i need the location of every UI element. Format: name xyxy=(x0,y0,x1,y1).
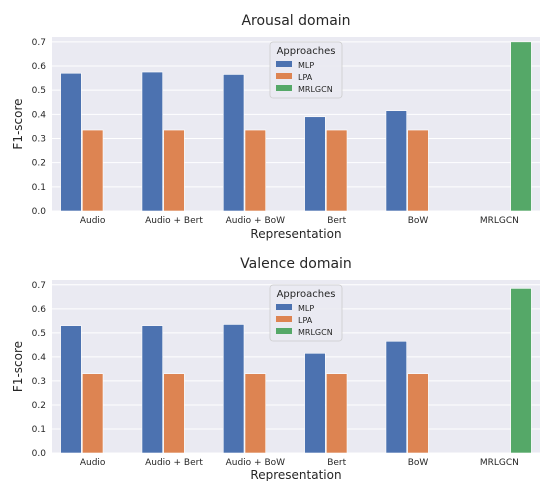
x-tick-label: MRLGCN xyxy=(480,458,519,468)
x-tick-label: Bert xyxy=(327,458,346,468)
legend-label-lpa: LPA xyxy=(298,316,313,325)
legend-label-mrlgcn: MRLGCN xyxy=(298,328,333,337)
bar-mlp-4 xyxy=(385,110,407,212)
chart-title: Arousal domain xyxy=(241,13,350,29)
legend-label-mlp: MLP xyxy=(298,304,314,313)
bar-lpa-3 xyxy=(326,129,348,212)
legend: Approaches MLP LPA MRLGCN xyxy=(269,41,343,99)
y-axis-label: F1-score xyxy=(11,341,25,392)
x-tick-label: MRLGCN xyxy=(480,216,519,226)
bar-lpa-4 xyxy=(407,373,429,454)
y-tick-label: 0.1 xyxy=(32,425,46,435)
legend-title: Approaches xyxy=(277,46,336,57)
legend: Approaches MLP LPA MRLGCN xyxy=(269,284,343,342)
bar-mlp-2 xyxy=(223,324,245,454)
y-tick-label: 0.3 xyxy=(32,135,46,145)
x-tick-label: Audio + Bert xyxy=(145,458,203,468)
y-tick-label: 0.2 xyxy=(32,401,46,411)
x-tick-label: BoW xyxy=(408,458,429,468)
legend-swatch-lpa xyxy=(276,73,292,79)
bar-mlp-1 xyxy=(141,325,163,454)
chart-title: Valence domain xyxy=(240,256,352,272)
bar-lpa-1 xyxy=(163,129,185,212)
bar-lpa-2 xyxy=(244,129,266,212)
x-tick-label: Audio + Bert xyxy=(145,216,203,226)
y-tick-label: 0.6 xyxy=(32,305,47,315)
bar-mlp-0 xyxy=(60,72,82,212)
bar-lpa-0 xyxy=(82,373,104,454)
bar-mrlgcn-5 xyxy=(510,288,532,454)
y-tick-label: 0.4 xyxy=(32,110,47,120)
y-tick-label: 0.0 xyxy=(32,449,47,459)
bar-lpa-0 xyxy=(82,129,104,212)
legend-label-lpa: LPA xyxy=(298,73,313,82)
y-tick-label: 0.3 xyxy=(32,377,46,387)
y-tick-label: 0.4 xyxy=(32,353,47,363)
bar-lpa-4 xyxy=(407,129,429,212)
bar-mlp-4 xyxy=(385,340,407,454)
x-tick-label: Audio xyxy=(80,216,106,226)
bar-mrlgcn-5 xyxy=(510,41,532,212)
legend-box xyxy=(269,41,343,99)
legend-swatch-lpa xyxy=(276,316,292,322)
x-axis-label: Representation xyxy=(250,227,341,241)
x-tick-label: Bert xyxy=(327,216,346,226)
legend-label-mrlgcn: MRLGCN xyxy=(298,85,333,94)
chart-1: 0.0 0.1 0.2 0.3 0.4 0.5 0.6 0.7 Audio Audio + Ber… xyxy=(11,256,540,481)
legend-box xyxy=(269,284,343,342)
y-tick-label: 0.0 xyxy=(32,207,47,217)
y-tick-label: 0.5 xyxy=(32,329,46,339)
chart-0: 0.0 0.1 0.2 0.3 0.4 0.5 0.6 0.7 Audio Audio + Ber… xyxy=(11,13,540,241)
bar-lpa-3 xyxy=(326,373,348,454)
y-tick-label: 0.2 xyxy=(32,159,46,169)
legend-label-mlp: MLP xyxy=(298,61,314,70)
x-tick-label: BoW xyxy=(408,216,429,226)
bar-lpa-2 xyxy=(244,373,266,454)
legend-swatch-mlp xyxy=(276,61,292,67)
y-tick-label: 0.6 xyxy=(32,62,47,72)
bar-mlp-1 xyxy=(141,71,163,212)
legend-swatch-mrlgcn xyxy=(276,328,292,334)
bar-mlp-0 xyxy=(60,325,82,454)
y-tick-label: 0.5 xyxy=(32,86,46,96)
bar-mlp-3 xyxy=(304,116,326,212)
legend-swatch-mlp xyxy=(276,304,292,310)
x-tick-label: Audio xyxy=(80,458,106,468)
legend-swatch-mrlgcn xyxy=(276,85,292,91)
x-tick-label: Audio + BoW xyxy=(226,458,286,468)
y-axis-label: F1-score xyxy=(11,98,25,149)
x-tick-label: Audio + BoW xyxy=(226,216,286,226)
y-tick-label: 0.7 xyxy=(32,281,46,291)
x-axis-label: Representation xyxy=(250,468,341,481)
y-tick-label: 0.1 xyxy=(32,183,46,193)
bar-mlp-2 xyxy=(223,74,245,212)
y-tick-label: 0.7 xyxy=(32,38,46,48)
bar-lpa-1 xyxy=(163,373,185,454)
legend-title: Approaches xyxy=(277,289,336,300)
bar-mlp-3 xyxy=(304,352,326,454)
